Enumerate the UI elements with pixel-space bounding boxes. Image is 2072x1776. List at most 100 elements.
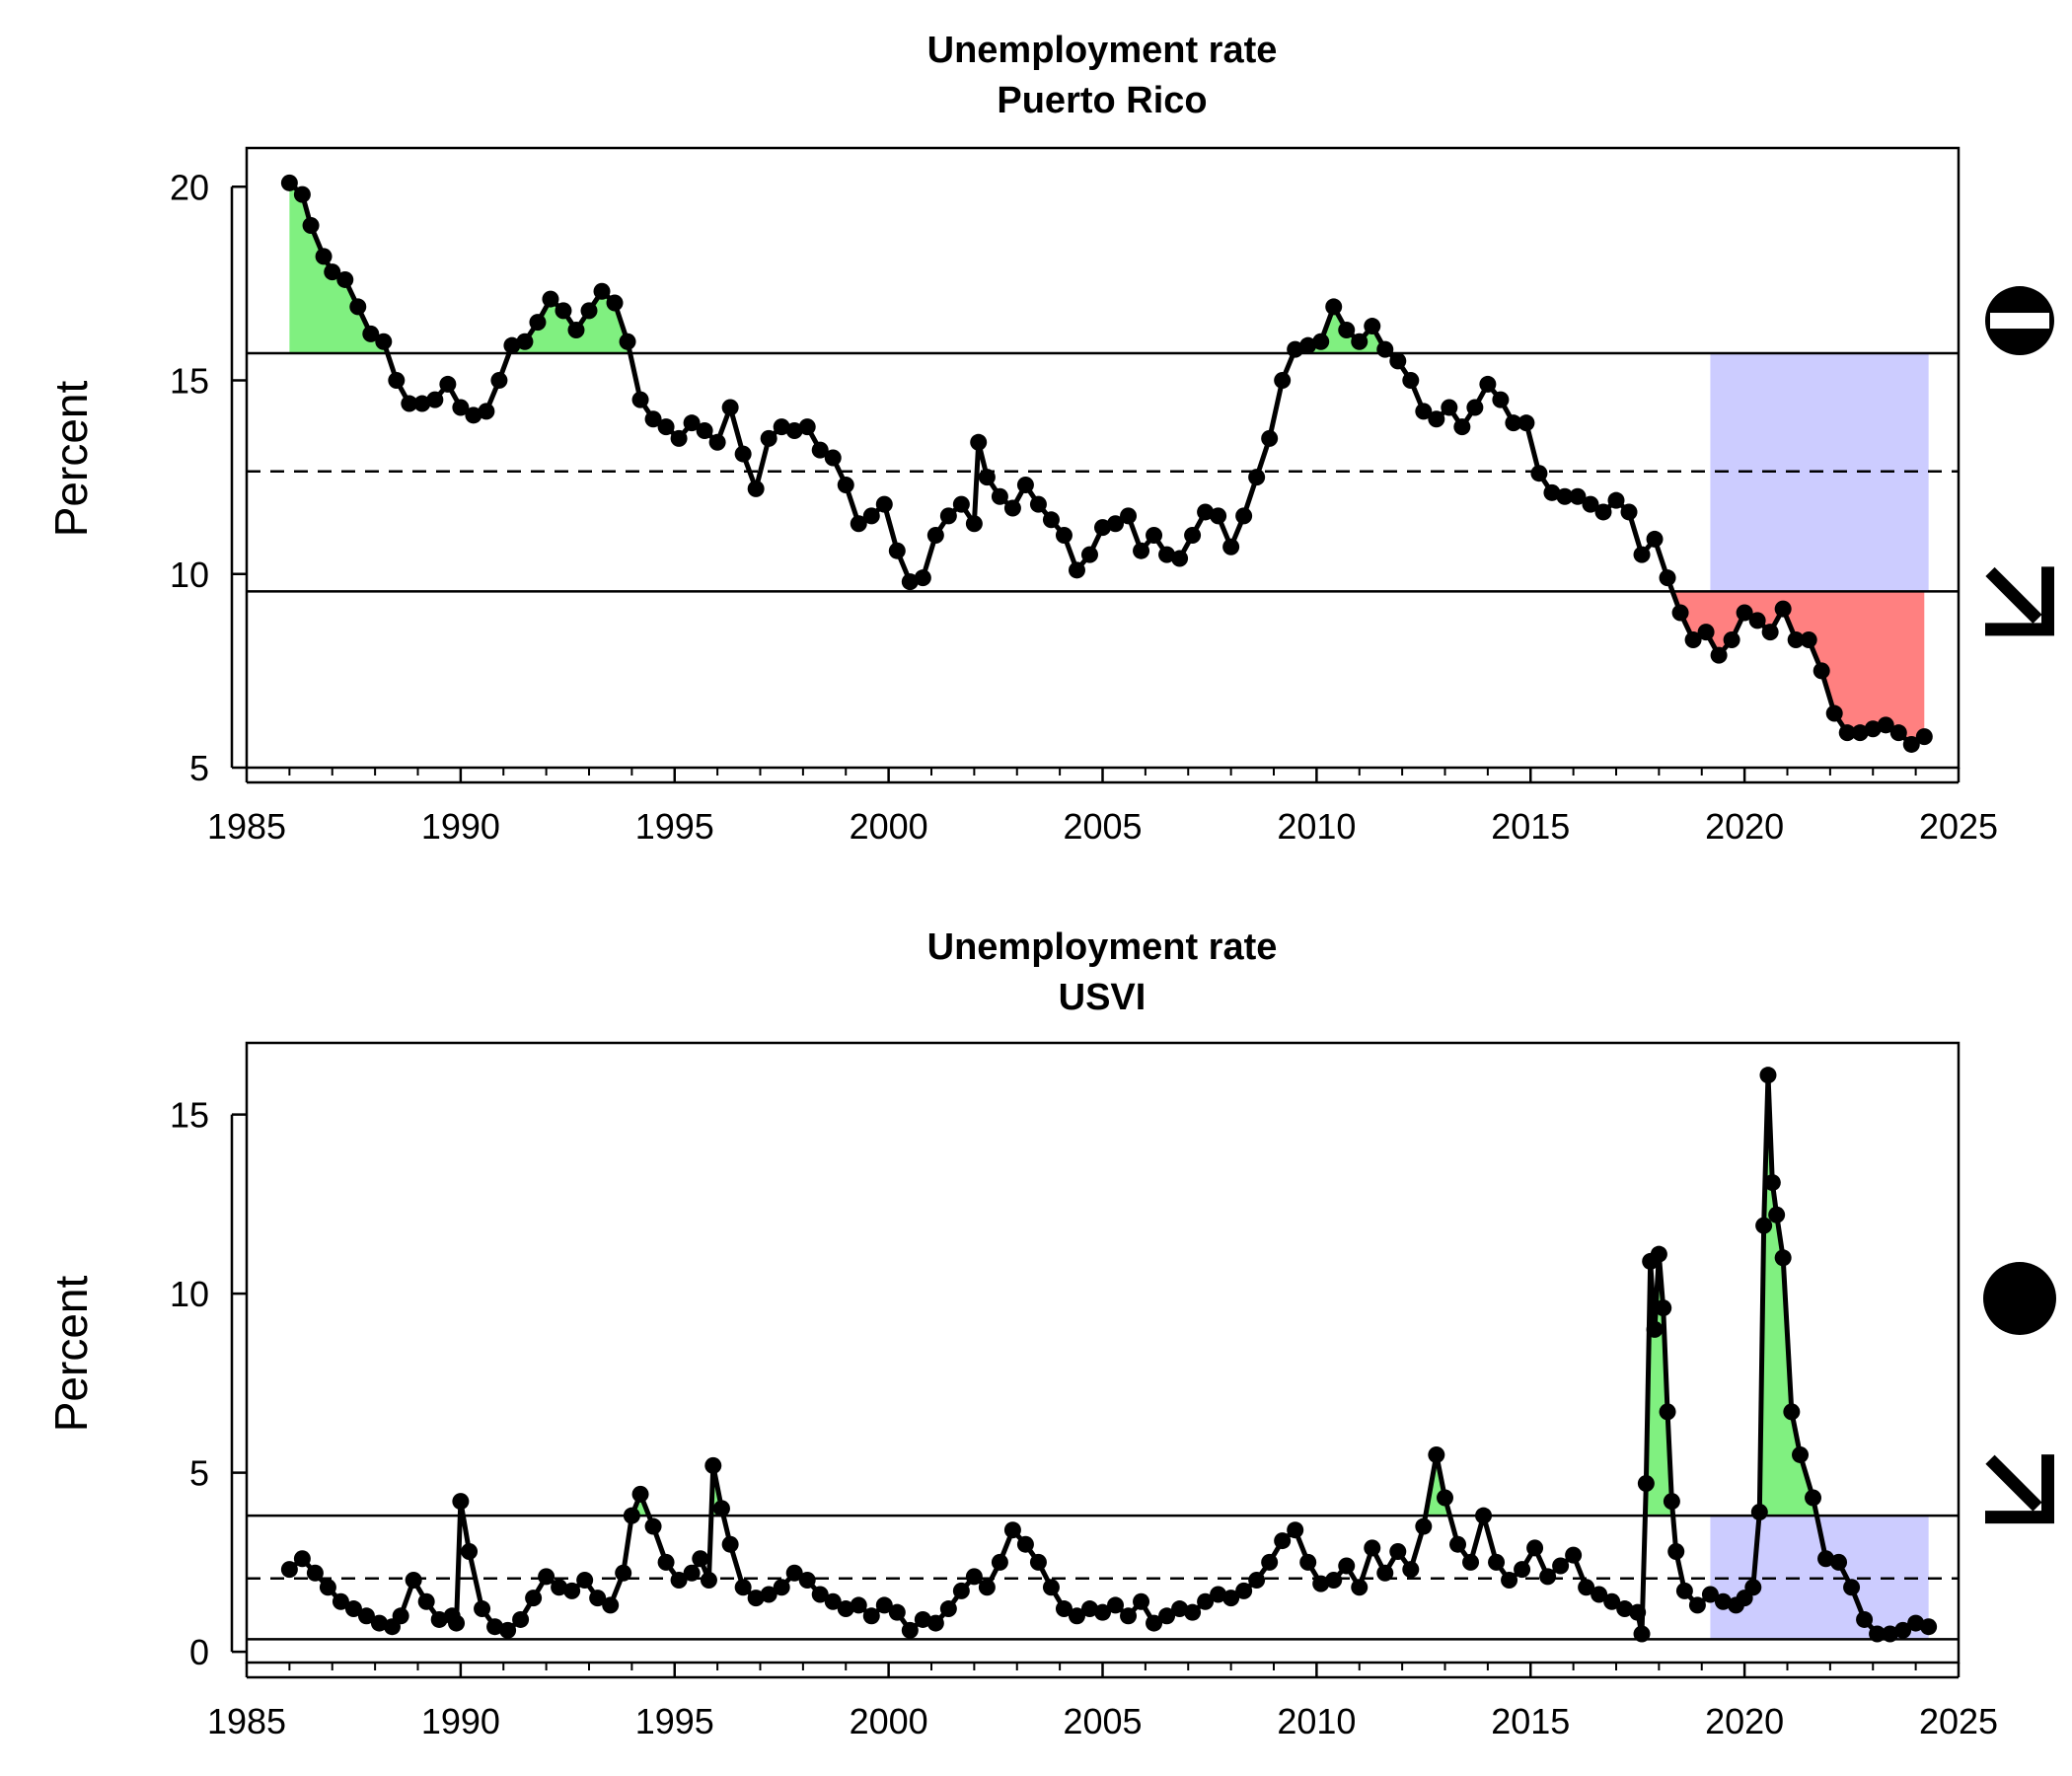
data-point (670, 429, 688, 447)
data-point (563, 1582, 581, 1599)
data-point (1274, 372, 1292, 389)
data-point (1768, 1206, 1786, 1223)
data-point (1055, 1600, 1073, 1618)
data-point (567, 321, 585, 338)
data-point (704, 1456, 722, 1474)
data-point (785, 1564, 803, 1582)
panel-usvi: Unemployment rate USVI Percent 1985 1990 1… (45, 926, 2056, 1741)
down-right-arrow-icon (1985, 1454, 2054, 1524)
shading-layer (460, 1074, 1929, 1640)
data-point (1029, 495, 1047, 513)
data-point (302, 217, 320, 234)
data-point (293, 1550, 311, 1568)
data-point (336, 270, 354, 288)
data-point (970, 433, 988, 451)
data-point (1428, 410, 1445, 428)
data-point (888, 542, 906, 559)
data-point (901, 1621, 919, 1639)
data-point (1501, 1572, 1518, 1590)
data-point (1351, 333, 1369, 350)
data-point (1402, 1561, 1420, 1579)
data-point (1505, 414, 1522, 432)
data-point (1364, 318, 1381, 335)
axes-layer: 1985 1990 1995 2000 2005 2010 2015 2020 2025 0 5 10… (170, 1095, 1998, 1741)
data-point (1055, 527, 1073, 544)
data-point (712, 1500, 730, 1517)
data-point (1479, 375, 1497, 393)
x-tick-label: 2000 (850, 1701, 928, 1741)
data-point (1428, 1445, 1445, 1463)
axes-layer: 1985 1990 1995 2000 2005 2010 2015 2020 2025 5 10 1… (170, 167, 1998, 847)
data-point (1475, 1507, 1493, 1524)
data-point (1488, 1553, 1506, 1571)
data-point (708, 433, 726, 451)
data-point (926, 1614, 944, 1632)
data-point (696, 422, 713, 440)
data-point (1882, 1625, 1899, 1643)
plot-frame (245, 1041, 1961, 1665)
x-tick-label: 1995 (635, 806, 714, 847)
data-point (1068, 561, 1085, 579)
data-point (1774, 1249, 1792, 1267)
data-point (1920, 1618, 1938, 1636)
x-tick-label: 2025 (1919, 1701, 1998, 1741)
above-upper-area (289, 183, 388, 354)
data-point (1029, 1553, 1047, 1571)
data-point (1120, 1607, 1138, 1625)
x-tick-label: 2015 (1491, 806, 1570, 847)
data-point (1376, 340, 1394, 358)
data-point (1607, 491, 1625, 509)
data-point (1235, 1582, 1253, 1599)
data-point (683, 1564, 701, 1582)
data-point (1146, 1614, 1163, 1632)
data-point (1915, 728, 1933, 746)
data-point (1889, 724, 1907, 742)
data-point (1578, 1579, 1595, 1596)
data-point (606, 294, 624, 312)
data-point (1287, 1521, 1304, 1539)
data-point (644, 410, 662, 428)
data-point (1851, 724, 1869, 742)
x-tick-label: 1995 (635, 1701, 714, 1741)
data-point (965, 515, 983, 533)
y-tick-label: 10 (170, 555, 209, 595)
data-point (344, 1600, 362, 1618)
data-point (1338, 1557, 1356, 1575)
data-point (576, 1572, 594, 1590)
half-filled-circle-bar (1990, 313, 2049, 330)
data-point (1582, 495, 1599, 513)
data-point (525, 1590, 543, 1607)
data-point (1210, 507, 1227, 525)
data-point (1338, 321, 1356, 338)
data-point (1688, 1596, 1706, 1614)
data-point (773, 1579, 790, 1596)
data-point (1843, 1579, 1861, 1596)
data-point (1761, 624, 1779, 641)
data-point (1629, 1603, 1647, 1621)
data-point (490, 372, 508, 389)
data-point (1869, 1625, 1887, 1643)
data-point (1633, 1625, 1651, 1643)
data-point (1016, 1535, 1034, 1553)
data-point (692, 1550, 709, 1568)
x-tick-label: 2020 (1705, 1701, 1784, 1741)
data-point (1415, 1517, 1433, 1535)
data-point (1184, 527, 1202, 544)
data-point (747, 1590, 765, 1607)
data-point (1094, 519, 1111, 537)
data-point (901, 573, 919, 591)
data-point (1016, 476, 1034, 493)
data-point (319, 1579, 336, 1596)
data-point (1800, 630, 1817, 648)
data-point (1526, 1539, 1544, 1557)
arrow-head (1985, 1454, 2054, 1524)
arrow-head (1985, 566, 2054, 636)
data-point (1274, 1532, 1292, 1550)
data-point (293, 185, 311, 203)
data-point (644, 1517, 662, 1535)
data-point (1080, 546, 1098, 563)
x-tick-label: 2010 (1277, 1701, 1356, 1741)
data-point (542, 290, 559, 308)
data-point (1312, 333, 1330, 350)
x-tick-label: 2010 (1277, 806, 1356, 847)
